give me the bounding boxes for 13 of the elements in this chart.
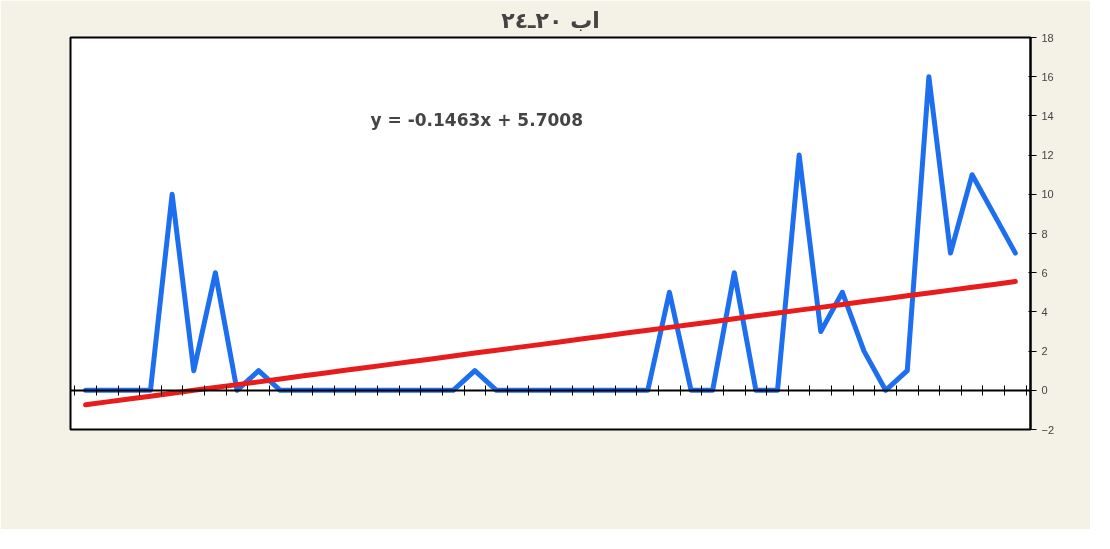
annotation: y = -0.1463x + 5.7008 bbox=[370, 109, 583, 130]
y-tick-label: 2 bbox=[1041, 345, 1048, 358]
chart-title: اب ٢٠ـ٢٤ bbox=[501, 7, 600, 33]
y-tick-label: 6 bbox=[1041, 266, 1048, 279]
y-tick-label: 14 bbox=[1041, 109, 1054, 122]
y-tick-label: 16 bbox=[1041, 70, 1054, 83]
y-tick-label: 18 bbox=[1041, 31, 1054, 44]
y-tick-label: −2 bbox=[1041, 423, 1055, 436]
y-tick-label: 4 bbox=[1041, 305, 1048, 318]
y-tick-label: 8 bbox=[1041, 227, 1048, 240]
y-tick-label: 0 bbox=[1041, 384, 1048, 397]
y-tick-label: 12 bbox=[1041, 149, 1054, 162]
y-tick-label: 10 bbox=[1041, 188, 1054, 201]
